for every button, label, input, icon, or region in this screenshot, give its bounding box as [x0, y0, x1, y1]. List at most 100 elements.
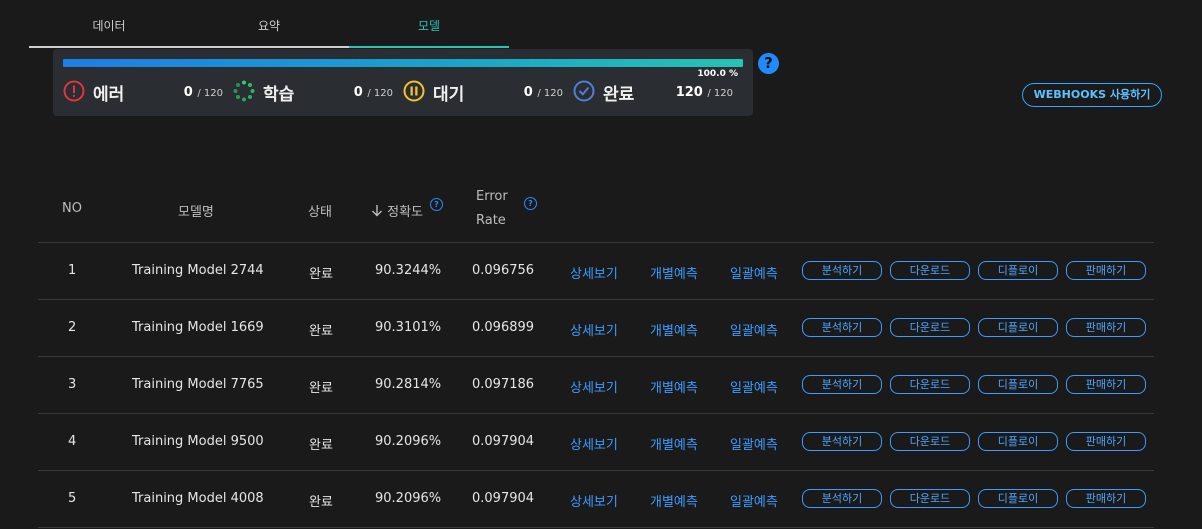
- batch-predict-link[interactable]: 일괄예측: [730, 267, 778, 282]
- single-predict-link[interactable]: 개별예측: [650, 381, 698, 396]
- tab-model-label: 모델: [417, 19, 441, 33]
- download-button[interactable]: 다운로드: [890, 261, 970, 280]
- header-accuracy[interactable]: 정확도: [371, 201, 423, 220]
- training-status-panel: 100.0 % 에러 0 / 120 학습 0 / 120: [53, 49, 753, 116]
- row-error-rate: 0.097904: [472, 434, 535, 449]
- row-state: 완료: [309, 495, 333, 510]
- row-accuracy: 90.3101%: [375, 320, 442, 335]
- row-error-rate: 0.096756: [472, 263, 535, 278]
- table-row: 3 Training Model 7765 완료 90.2814% 0.097186 상세…: [38, 357, 1154, 414]
- row-no: 4: [68, 434, 77, 449]
- download-button[interactable]: 다운로드: [890, 432, 970, 451]
- analyze-button[interactable]: 분석하기: [802, 432, 882, 451]
- detail-link[interactable]: 상세보기: [570, 381, 618, 396]
- deploy-button[interactable]: 디플로이: [978, 375, 1058, 394]
- progress-bar-fill: [63, 59, 743, 67]
- batch-predict-link[interactable]: 일괄예측: [730, 495, 778, 510]
- tab-model-underline: [349, 46, 509, 48]
- row-model-name: Training Model 2744: [132, 263, 264, 278]
- row-accuracy: 90.2096%: [375, 491, 442, 506]
- header-no: NO: [62, 201, 82, 216]
- error-rate-help-icon[interactable]: ?: [524, 197, 537, 210]
- download-button[interactable]: 다운로드: [890, 318, 970, 337]
- batch-predict-link[interactable]: 일괄예측: [730, 324, 778, 339]
- detail-link[interactable]: 상세보기: [570, 267, 618, 282]
- status-training: 학습 0 / 120: [233, 79, 393, 105]
- header-state: 상태: [308, 205, 332, 220]
- sell-button[interactable]: 판매하기: [1066, 432, 1146, 451]
- status-error-label: 에러: [93, 85, 125, 105]
- header-error-rate-line1: Error: [476, 189, 508, 204]
- deploy-button[interactable]: 디플로이: [978, 489, 1058, 508]
- row-no: 1: [68, 263, 77, 278]
- spinner-icon: [233, 80, 255, 102]
- row-accuracy: 90.3244%: [375, 263, 442, 278]
- check-icon: [573, 80, 595, 102]
- row-state: 완료: [309, 438, 333, 453]
- sell-button[interactable]: 판매하기: [1066, 261, 1146, 280]
- tab-summary-label: 요약: [257, 19, 281, 33]
- row-accuracy: 90.2096%: [375, 434, 442, 449]
- pause-icon: [403, 80, 425, 102]
- row-state: 완료: [309, 267, 333, 282]
- status-waiting: 대기 0 / 120: [403, 79, 563, 105]
- arrow-down-icon: [372, 205, 382, 217]
- accuracy-help-icon[interactable]: ?: [430, 198, 443, 211]
- row-no: 2: [68, 320, 77, 335]
- analyze-button[interactable]: 분석하기: [802, 318, 882, 337]
- table-header: NO 모델명 상태 정확도 ? Error Rate ?: [38, 180, 1154, 243]
- analyze-button[interactable]: 분석하기: [802, 489, 882, 508]
- row-error-rate: 0.097904: [472, 491, 535, 506]
- status-error: 에러 0 / 120: [63, 79, 223, 105]
- sell-button[interactable]: 판매하기: [1066, 318, 1146, 337]
- row-no: 5: [68, 491, 77, 506]
- download-button[interactable]: 다운로드: [890, 489, 970, 508]
- help-icon[interactable]: ?: [758, 53, 779, 74]
- single-predict-link[interactable]: 개별예측: [650, 324, 698, 339]
- header-error-rate-line2: Rate: [476, 213, 506, 228]
- sell-button[interactable]: 판매하기: [1066, 489, 1146, 508]
- header-accuracy-label: 정확도: [387, 205, 424, 220]
- tab-model[interactable]: 모델: [349, 0, 509, 48]
- status-training-count: 0 / 120: [353, 85, 393, 100]
- table-row: 5 Training Model 4008 완료 90.2096% 0.097904 상세…: [38, 471, 1154, 528]
- webhooks-button[interactable]: WEBHOOKS 사용하기: [1022, 83, 1162, 107]
- table-row: 1 Training Model 2744 완료 90.3244% 0.096756 상세…: [38, 243, 1154, 300]
- tab-summary[interactable]: 요약: [189, 0, 349, 48]
- analyze-button[interactable]: 분석하기: [802, 375, 882, 394]
- deploy-button[interactable]: 디플로이: [978, 318, 1058, 337]
- single-predict-link[interactable]: 개별예측: [650, 438, 698, 453]
- row-state: 완료: [309, 381, 333, 396]
- status-complete-label: 완료: [603, 85, 635, 105]
- deploy-button[interactable]: 디플로이: [978, 261, 1058, 280]
- tab-summary-underline: [189, 46, 349, 48]
- row-model-name: Training Model 1669: [132, 320, 264, 335]
- row-no: 3: [68, 377, 77, 392]
- deploy-button[interactable]: 디플로이: [978, 432, 1058, 451]
- row-accuracy: 90.2814%: [375, 377, 442, 392]
- row-model-name: Training Model 9500: [132, 434, 264, 449]
- status-complete: 완료 120 / 120: [573, 79, 733, 105]
- batch-predict-link[interactable]: 일괄예측: [730, 381, 778, 396]
- header-model-name: 모델명: [178, 205, 214, 220]
- error-icon: [63, 80, 85, 102]
- status-error-count: 0 / 120: [183, 85, 223, 100]
- download-button[interactable]: 다운로드: [890, 375, 970, 394]
- table-row: 2 Training Model 1669 완료 90.3101% 0.096899 상세…: [38, 300, 1154, 357]
- batch-predict-link[interactable]: 일괄예측: [730, 438, 778, 453]
- tab-data[interactable]: 데이터: [29, 0, 189, 48]
- row-error-rate: 0.097186: [472, 377, 535, 392]
- progress-percent: 100.0 %: [697, 69, 738, 79]
- detail-link[interactable]: 상세보기: [570, 324, 618, 339]
- status-waiting-label: 대기: [433, 85, 465, 105]
- row-model-name: Training Model 4008: [132, 491, 264, 506]
- sell-button[interactable]: 판매하기: [1066, 375, 1146, 394]
- status-waiting-count: 0 / 120: [523, 85, 563, 100]
- analyze-button[interactable]: 분석하기: [802, 261, 882, 280]
- single-predict-link[interactable]: 개별예측: [650, 267, 698, 282]
- detail-link[interactable]: 상세보기: [570, 495, 618, 510]
- row-model-name: Training Model 7765: [132, 377, 264, 392]
- row-error-rate: 0.096899: [472, 320, 535, 335]
- single-predict-link[interactable]: 개별예측: [650, 495, 698, 510]
- detail-link[interactable]: 상세보기: [570, 438, 618, 453]
